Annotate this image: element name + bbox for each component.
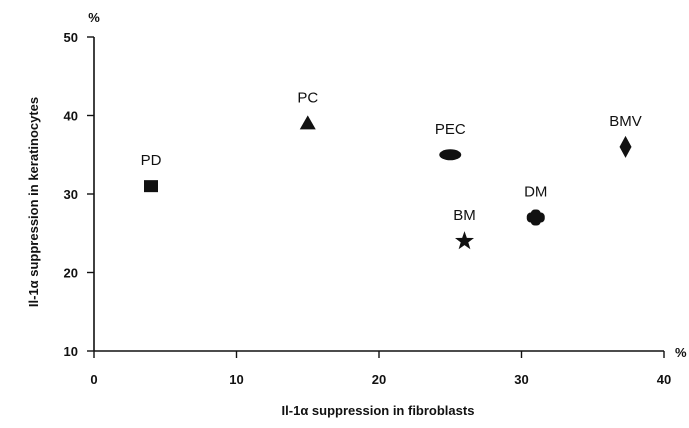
y-ticks: 10 20 30 40 50 (64, 30, 94, 359)
x-tick-label-30: 30 (514, 372, 528, 387)
y-tick-label-40: 40 (64, 109, 78, 124)
y-tick-label-30: 30 (64, 187, 78, 202)
point-label-pec: PEC (435, 121, 466, 138)
x-unit-label: % (675, 345, 687, 360)
marker-bmv (619, 135, 632, 158)
point-label-bm: BM (453, 207, 476, 224)
data-point-bmv: BMV (609, 113, 642, 158)
data-point-bm: BM (453, 207, 476, 250)
point-label-dm: DM (524, 184, 547, 201)
marker-pec (439, 149, 462, 161)
y-tick-label-20: 20 (64, 266, 78, 281)
marker-dm (526, 209, 545, 226)
y-axis-title: Il-1α suppression in keratinocytes (26, 97, 41, 307)
x-tick-label-10: 10 (229, 372, 243, 387)
y-tick-label-50: 50 (64, 30, 78, 45)
x-tick-label-40: 40 (657, 372, 671, 387)
data-point-dm: DM (524, 184, 547, 226)
marker-pc (299, 115, 316, 130)
x-tick-label-20: 20 (372, 372, 386, 387)
point-label-bmv: BMV (609, 113, 642, 130)
data-points: PD PC PEC BM DM BMV (141, 89, 642, 250)
data-point-pc: PC (297, 89, 318, 130)
x-axis-title: Il-1α suppression in fibroblasts (282, 403, 475, 418)
marker-pd (144, 180, 158, 193)
x-ticks: 0 10 20 30 40 (90, 351, 671, 387)
data-point-pec: PEC (435, 121, 466, 161)
axes (93, 37, 664, 352)
x-tick-label-0: 0 (90, 372, 97, 387)
marker-bm (454, 231, 475, 250)
y-tick-label-10: 10 (64, 344, 78, 359)
point-label-pc: PC (297, 89, 318, 106)
y-unit-label: % (88, 10, 100, 25)
data-point-pd: PD (141, 152, 162, 193)
point-label-pd: PD (141, 152, 162, 169)
